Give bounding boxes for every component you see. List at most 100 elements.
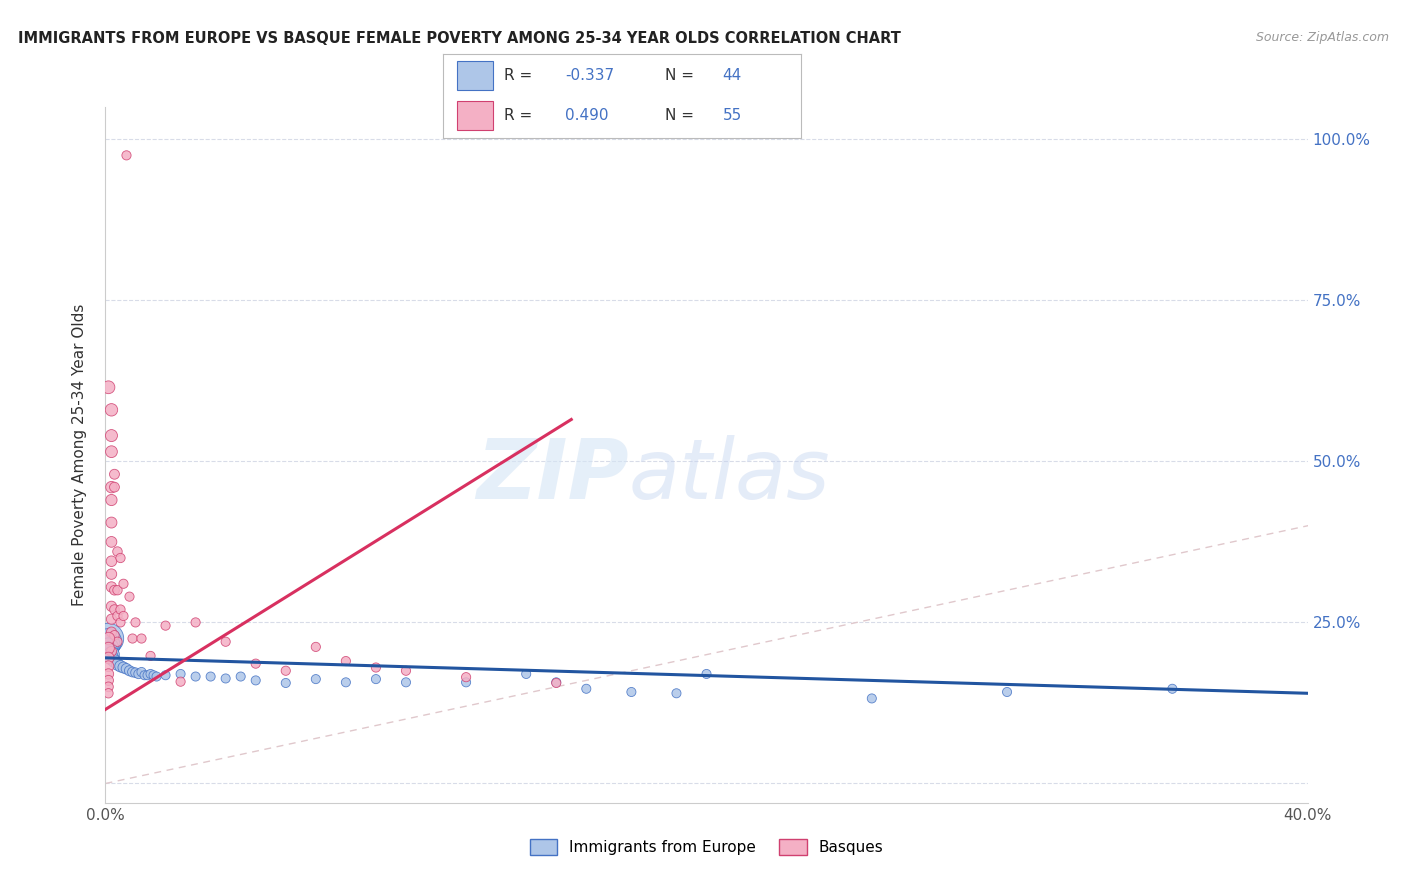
Point xyxy=(100,402,122,417)
Point xyxy=(110,602,132,616)
Point xyxy=(103,480,125,494)
Point xyxy=(274,676,297,690)
Point xyxy=(184,615,207,630)
Text: 55: 55 xyxy=(723,108,742,123)
Point xyxy=(112,576,135,591)
Point xyxy=(139,667,162,681)
Point xyxy=(100,554,122,568)
Point xyxy=(97,634,120,648)
Point xyxy=(364,660,387,674)
Point xyxy=(100,580,122,594)
Point xyxy=(454,675,477,690)
Point xyxy=(169,667,191,681)
Point xyxy=(115,662,138,676)
Bar xyxy=(457,62,494,90)
Text: IMMIGRANTS FROM EUROPE VS BASQUE FEMALE POVERTY AMONG 25-34 YEAR OLDS CORRELATIO: IMMIGRANTS FROM EUROPE VS BASQUE FEMALE … xyxy=(18,31,901,46)
Point xyxy=(134,668,156,682)
Text: N =: N = xyxy=(665,68,699,83)
Point xyxy=(97,667,120,681)
Point xyxy=(395,675,418,690)
Text: Source: ZipAtlas.com: Source: ZipAtlas.com xyxy=(1256,31,1389,45)
Point xyxy=(100,648,122,662)
Point xyxy=(142,668,165,682)
Point xyxy=(100,567,122,582)
Point xyxy=(110,551,132,566)
Text: atlas: atlas xyxy=(628,435,830,516)
Text: 0.490: 0.490 xyxy=(565,108,609,123)
Point xyxy=(546,675,568,690)
Point xyxy=(103,467,125,482)
Point xyxy=(696,667,718,681)
Point xyxy=(395,664,418,678)
Point xyxy=(100,644,122,658)
Point xyxy=(1161,681,1184,696)
Point xyxy=(97,380,120,394)
Point xyxy=(995,685,1018,699)
Point xyxy=(155,668,177,682)
Point xyxy=(107,657,129,672)
Text: 44: 44 xyxy=(723,68,742,83)
Point xyxy=(118,664,141,678)
Point xyxy=(107,583,129,598)
Point xyxy=(200,669,222,683)
Point xyxy=(155,618,177,632)
Point xyxy=(100,516,122,530)
Point xyxy=(169,674,191,689)
Point xyxy=(97,659,120,673)
Point xyxy=(145,669,167,683)
Point xyxy=(100,612,122,626)
Point xyxy=(103,602,125,616)
Point xyxy=(97,680,120,694)
Point xyxy=(100,444,122,458)
Point xyxy=(103,628,125,642)
Text: ZIP: ZIP xyxy=(475,435,628,516)
Point xyxy=(97,641,120,656)
Point xyxy=(100,625,122,640)
Point xyxy=(100,599,122,614)
Point xyxy=(364,672,387,686)
Point xyxy=(139,648,162,663)
Point xyxy=(665,686,688,700)
Point xyxy=(128,667,150,681)
Point xyxy=(214,634,236,648)
Point xyxy=(100,534,122,549)
Point xyxy=(97,673,120,688)
Legend: Immigrants from Europe, Basques: Immigrants from Europe, Basques xyxy=(523,833,890,862)
Point xyxy=(115,148,138,162)
Point xyxy=(110,659,132,673)
Point xyxy=(112,660,135,674)
Point xyxy=(97,651,120,665)
Point xyxy=(100,651,122,665)
Y-axis label: Female Poverty Among 25-34 Year Olds: Female Poverty Among 25-34 Year Olds xyxy=(72,304,87,606)
Point xyxy=(121,665,143,679)
Point xyxy=(103,654,125,668)
Text: R =: R = xyxy=(503,68,537,83)
Point xyxy=(546,676,568,690)
Point xyxy=(305,672,328,686)
Point xyxy=(575,681,598,696)
Point xyxy=(124,665,146,680)
Point xyxy=(214,672,236,686)
Text: R =: R = xyxy=(503,108,537,123)
Point xyxy=(245,673,267,688)
Text: N =: N = xyxy=(665,108,699,123)
Point xyxy=(100,428,122,442)
Point xyxy=(515,667,537,681)
Point xyxy=(112,609,135,624)
Point xyxy=(97,632,120,646)
Point xyxy=(131,665,153,679)
Bar xyxy=(457,101,494,130)
Point xyxy=(97,638,120,652)
Point xyxy=(107,544,129,558)
Point xyxy=(136,668,159,682)
Point xyxy=(97,632,120,646)
Point xyxy=(860,691,883,706)
Point xyxy=(97,644,120,658)
Point xyxy=(620,685,643,699)
Point xyxy=(121,632,143,646)
Point xyxy=(454,670,477,684)
Point xyxy=(97,686,120,700)
Point xyxy=(100,480,122,494)
Point xyxy=(335,654,357,668)
Point xyxy=(118,590,141,604)
